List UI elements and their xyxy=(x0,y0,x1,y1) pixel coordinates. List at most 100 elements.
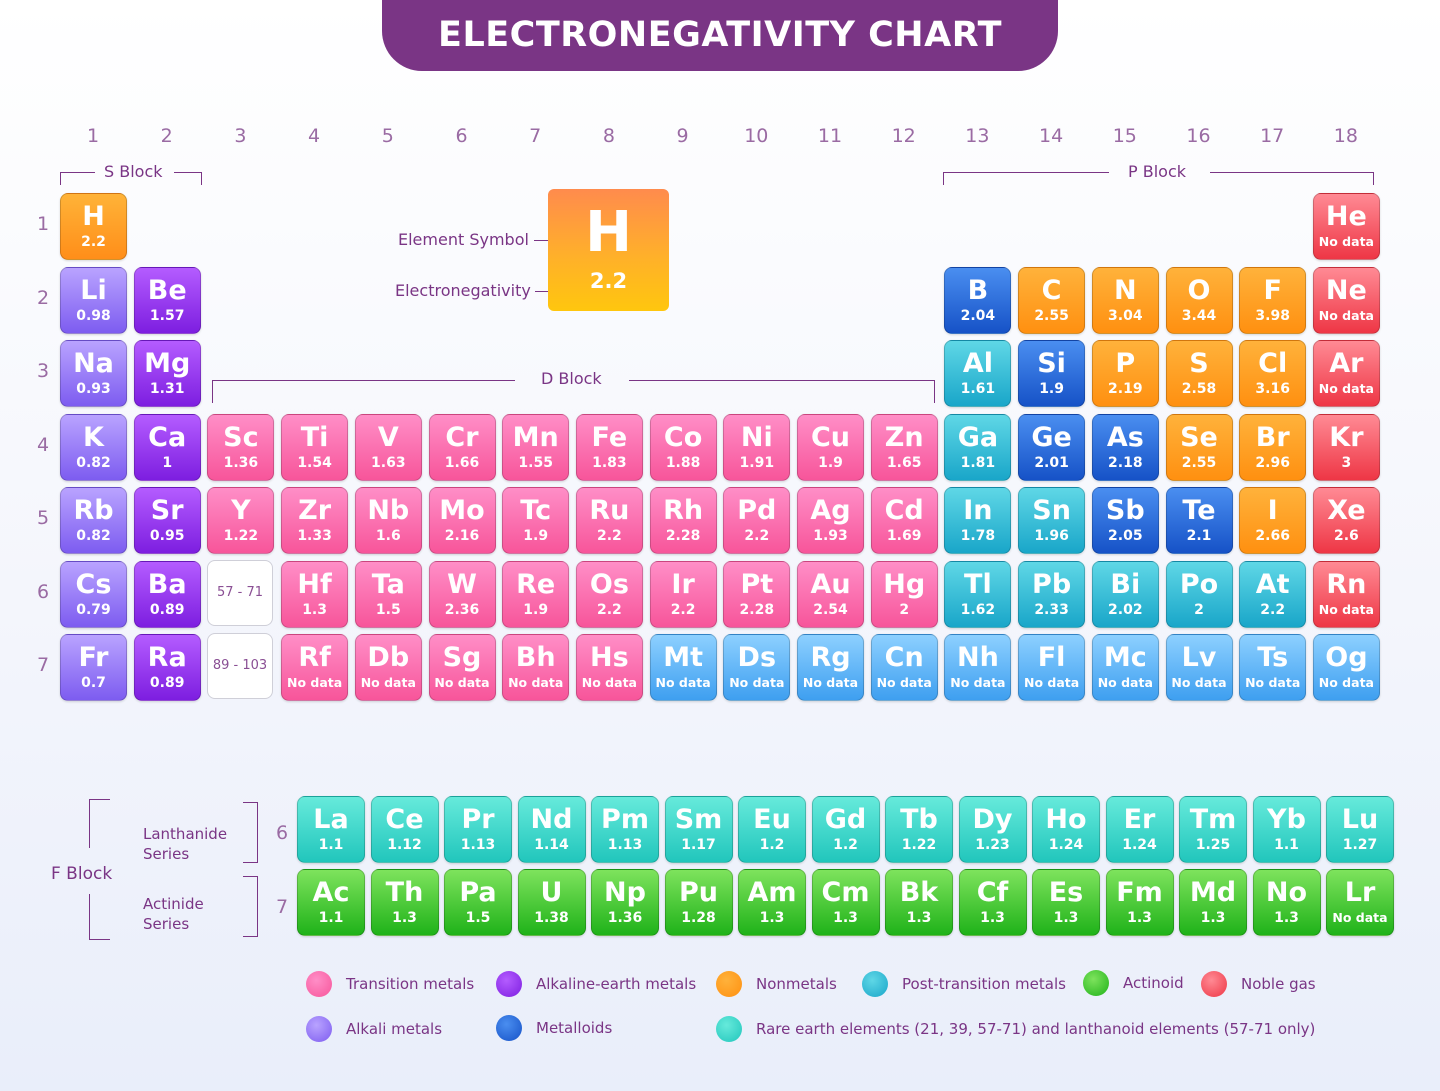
key-value-label: Electronegativity xyxy=(395,281,531,300)
group-number: 1 xyxy=(86,125,100,147)
element-symbol: No xyxy=(1265,877,1308,908)
key-tile: H 2.2 xyxy=(548,189,669,311)
element-electronegativity: No data xyxy=(1332,910,1388,925)
element-symbol: Pm xyxy=(601,804,649,835)
element-symbol: Cd xyxy=(884,495,924,526)
element-symbol: Xe xyxy=(1327,495,1366,526)
element-tile-cf: Cf 1.3 xyxy=(958,869,1027,936)
element-electronegativity: No data xyxy=(508,675,564,690)
element-symbol: H xyxy=(82,201,105,232)
element-symbol: Ba xyxy=(147,568,187,600)
element-symbol: Zn xyxy=(884,421,924,453)
element-symbol: Ga xyxy=(957,421,999,453)
element-symbol: Bh xyxy=(515,642,556,673)
legend-label: Nonmetals xyxy=(756,975,837,993)
element-electronegativity: 2.04 xyxy=(960,307,996,324)
element-tile-ir: Ir 2.2 xyxy=(649,560,717,628)
element-tile-kr: Kr 3 xyxy=(1312,413,1380,481)
element-electronegativity: 2.2 xyxy=(670,601,696,618)
key-symbol-label: Element Symbol xyxy=(398,230,529,249)
element-tile-lr: Lr No data xyxy=(1326,869,1394,936)
element-tile-db: Db No data xyxy=(354,634,422,701)
period-number: 5 xyxy=(36,507,50,529)
element-electronegativity: No data xyxy=(1023,675,1080,690)
element-tile-og: Og No data xyxy=(1312,634,1380,701)
element-electronegativity: 2.19 xyxy=(1108,381,1143,397)
element-electronegativity: 1.1 xyxy=(318,837,344,853)
element-electronegativity: 1.27 xyxy=(1342,837,1378,853)
element-tile-pm: Pm 1.13 xyxy=(591,796,659,863)
element-symbol: Ne xyxy=(1325,274,1367,306)
element-tile-c: C 2.55 xyxy=(1018,266,1086,334)
element-tile-ar: Ar No data xyxy=(1312,340,1380,407)
legend-label: Rare earth elements (21, 39, 57-71) and … xyxy=(756,1020,1316,1038)
element-symbol: Ca xyxy=(148,421,187,453)
element-electronegativity: 2.54 xyxy=(813,601,848,618)
element-electronegativity: 1.9 xyxy=(523,528,549,544)
element-symbol: Tm xyxy=(1189,804,1237,835)
d-block-label: D Block xyxy=(541,369,602,388)
p-block-label: P Block xyxy=(1128,162,1187,181)
element-symbol: Ir xyxy=(671,568,695,600)
element-electronegativity: No data xyxy=(802,675,859,690)
element-electronegativity: 1.83 xyxy=(592,454,627,471)
element-tile-es: Es 1.3 xyxy=(1032,869,1100,936)
element-symbol: Sm xyxy=(674,804,723,835)
element-electronegativity: 3.04 xyxy=(1108,307,1143,324)
element-symbol: Al xyxy=(962,348,993,379)
f-block-label: F Block xyxy=(51,864,113,884)
element-symbol: N xyxy=(1113,274,1137,306)
element-tile-pr: Pr 1.13 xyxy=(444,796,512,863)
element-symbol: Mg xyxy=(144,348,191,379)
element-electronegativity: 2 xyxy=(899,601,910,618)
element-electronegativity: 2.55 xyxy=(1034,307,1069,324)
element-electronegativity: 2.55 xyxy=(1181,454,1217,471)
element-electronegativity: No data xyxy=(286,675,343,690)
element-symbol: Hf xyxy=(297,568,332,600)
legend-swatch xyxy=(716,971,742,997)
element-electronegativity: 1.96 xyxy=(1034,528,1069,544)
element-electronegativity: 2.2 xyxy=(1260,601,1286,618)
element-electronegativity: 2.58 xyxy=(1181,381,1217,397)
element-electronegativity: 0.7 xyxy=(81,675,106,691)
element-symbol: Tl xyxy=(964,568,992,600)
element-symbol: Rh xyxy=(663,495,704,526)
element-symbol: Og xyxy=(1325,642,1368,673)
element-electronegativity: 1.33 xyxy=(297,528,332,544)
element-tile-cm: Cm 1.3 xyxy=(811,869,880,936)
element-tile-br: Br 2.96 xyxy=(1239,413,1307,481)
lanthanide-series-label: Lanthanide Series xyxy=(143,825,228,863)
element-symbol: Am xyxy=(747,877,797,908)
element-tile-cs: Cs 0.79 xyxy=(60,560,127,628)
element-tile-u: U 1.38 xyxy=(517,869,586,936)
legend-swatch xyxy=(716,1016,742,1042)
element-symbol: Eu xyxy=(753,804,791,835)
element-tile-fr: Fr 0.7 xyxy=(60,634,127,701)
element-symbol: Cn xyxy=(884,642,924,673)
d-block-bracket-left xyxy=(212,380,515,403)
element-tile-rf: Rf No data xyxy=(281,634,349,701)
group-number: 5 xyxy=(381,125,394,147)
element-tile-yb: Yb 1.1 xyxy=(1252,796,1321,863)
element-tile-am: Am 1.3 xyxy=(738,869,806,936)
element-electronegativity: 1.14 xyxy=(534,837,569,853)
element-symbol: S xyxy=(1189,348,1209,379)
element-symbol: Rn xyxy=(1326,568,1367,600)
element-electronegativity: 3.16 xyxy=(1255,381,1290,397)
element-electronegativity: 1.3 xyxy=(302,601,327,618)
element-symbol: La xyxy=(313,804,349,835)
group-number: 4 xyxy=(308,125,321,147)
element-symbol: Bi xyxy=(1110,568,1141,600)
period-number: 2 xyxy=(36,286,50,309)
element-tile-se: Se 2.55 xyxy=(1165,413,1233,481)
s-block-bracket-left xyxy=(60,172,95,185)
element-electronegativity: No data xyxy=(950,675,1006,690)
element-electronegativity: 1.3 xyxy=(1127,910,1152,926)
s-block-label: S Block xyxy=(104,162,163,181)
element-tile-sn: Sn 1.96 xyxy=(1018,487,1086,554)
element-electronegativity: 1.54 xyxy=(297,454,332,471)
element-symbol: Ti xyxy=(300,421,329,453)
group-number: 6 xyxy=(455,125,468,147)
element-symbol: Pb xyxy=(1032,568,1072,600)
element-tile-bh: Bh No data xyxy=(502,634,570,701)
